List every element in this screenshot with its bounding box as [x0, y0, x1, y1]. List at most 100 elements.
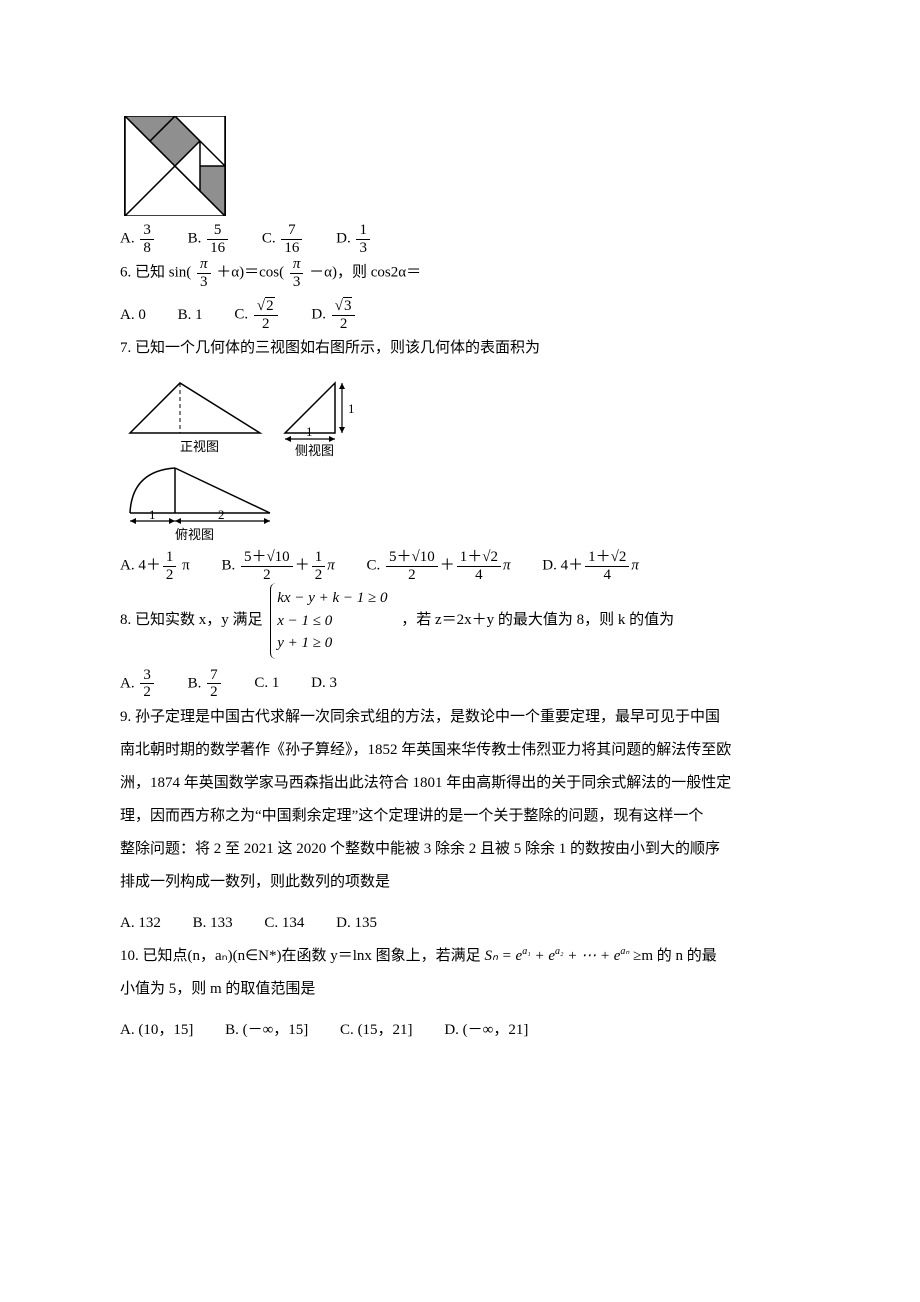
q6-opt-c: C. 22 — [234, 298, 279, 332]
opt-label: C. — [262, 230, 276, 246]
q9-stem: 9. 孙子定理是中国古代求解一次同余式组的方法，是数论中一个重要定理，最早可见于… — [120, 701, 800, 899]
opt-label: C. — [254, 675, 268, 691]
fraction: 22 — [254, 298, 278, 332]
top-label: 俯视图 — [175, 527, 214, 542]
dim-label: 1 — [149, 507, 156, 522]
text-line: 排成一列构成一数列，则此数列的项数是 — [120, 866, 800, 899]
text: ，若 z＝2x＋y 的最大值为 8，则 k 的值为 — [401, 612, 674, 628]
q7-views: 正视图 1 1 侧视图 1 — [120, 373, 800, 543]
q5-options: A. 38 B. 516 C. 716 D. 13 — [120, 222, 800, 256]
opt-val: 3 — [329, 675, 337, 691]
q9-opt-d: D. 135 — [336, 907, 377, 940]
q10-opt-d: D. (－∞，21] — [444, 1014, 528, 1047]
q10-stem: 10. 已知点(n，aₙ)(n∈N*)在函数 y＝lnx 图象上，若满足 Sₙ … — [120, 940, 800, 1006]
text: 4＋ — [561, 557, 584, 573]
fraction: 716 — [281, 222, 302, 256]
constraint: x − 1 ≤ 0 — [277, 610, 387, 633]
opt-val: (－∞，21] — [463, 1022, 529, 1038]
dim-label: 2 — [218, 507, 225, 522]
fraction: 5＋√102 — [241, 549, 293, 583]
q7-opt-d: D. 4＋1＋√24π — [542, 549, 639, 583]
opt-label: A. — [120, 1022, 135, 1038]
fraction: 32 — [332, 298, 356, 332]
fraction: 1＋√24 — [585, 549, 629, 583]
fraction: 1＋√24 — [457, 549, 501, 583]
opt-label: D. — [444, 1022, 459, 1038]
opt-label: B. — [178, 307, 192, 323]
text-line: 理，因而西方称之为“中国剩余定理”这个定理讲的是一个关于整除的问题，现有这样一个 — [120, 800, 800, 833]
opt-label: B. — [225, 1022, 239, 1038]
opt-label: A. — [120, 230, 135, 246]
q10-opt-b: B. (－∞，15] — [225, 1014, 308, 1047]
q6-options: A. 0 B. 1 C. 22 D. 32 — [120, 298, 800, 332]
q10-options: A. (10，15] B. (－∞，15] C. (15，21] D. (－∞，… — [120, 1014, 800, 1047]
fraction: 516 — [207, 222, 228, 256]
fraction: 32 — [140, 667, 154, 701]
q6-opt-d: D. 32 — [311, 298, 357, 332]
fraction: π3 — [197, 256, 211, 290]
opt-label: C. — [340, 1022, 354, 1038]
q5-opt-c: C. 716 — [262, 222, 305, 256]
fraction: 5＋√102 — [386, 549, 438, 583]
opt-val: 1 — [195, 307, 203, 323]
q6-opt-a: A. 0 — [120, 299, 146, 332]
q7-opt-c: C. 5＋√102＋1＋√24π — [366, 549, 510, 583]
formula: Sₙ = ea₁ + ea₂ + ⋯ + eaₙ — [484, 948, 629, 964]
opt-label: A. — [120, 557, 135, 573]
q8-stem: 8. 已知实数 x，y 满足 kx − y + k − 1 ≥ 0 x − 1 … — [120, 583, 800, 659]
sqrt: 2 — [257, 298, 275, 315]
q6-stem: 6. 已知 sin( π3 ＋α)＝cos( π3 －α)，则 cos2α＝ — [120, 256, 800, 290]
q5-opt-b: B. 516 — [188, 222, 231, 256]
opt-label: D. — [311, 306, 326, 322]
opt-val: (15，21] — [358, 1022, 413, 1038]
opt-label: D. — [336, 915, 351, 931]
q9-opt-c: C. 134 — [264, 907, 304, 940]
constraint: y + 1 ≥ 0 — [277, 632, 387, 655]
opt-label: B. — [188, 230, 202, 246]
q10-opt-a: A. (10，15] — [120, 1014, 193, 1047]
fraction: 72 — [207, 667, 221, 701]
opt-val: (－∞，15] — [243, 1022, 309, 1038]
text: π — [503, 557, 511, 573]
opt-label: A. — [120, 307, 135, 323]
text: π — [327, 557, 335, 573]
q5-opt-d: D. 13 — [336, 222, 372, 256]
text: ＋α)＝cos( — [216, 264, 284, 280]
q10-opt-c: C. (15，21] — [340, 1014, 413, 1047]
side-label: 侧视图 — [295, 443, 334, 458]
q7-stem: 7. 已知一个几何体的三视图如右图所示，则该几何体的表面积为 — [120, 332, 800, 365]
q7-opt-b: B. 5＋√102＋12π — [221, 549, 334, 583]
q8-opt-c: C. 1 — [254, 667, 279, 700]
opt-label: C. — [264, 915, 278, 931]
opt-label: B. — [193, 915, 207, 931]
fraction: 38 — [140, 222, 154, 256]
q8-opt-a: A. 32 — [120, 667, 156, 701]
text: π — [631, 557, 639, 573]
dim-label: 1 — [306, 424, 313, 439]
text: 8. 已知实数 x，y 满足 — [120, 612, 263, 628]
opt-label: A. — [120, 675, 135, 691]
text: ＋ — [295, 557, 310, 573]
q5-opt-a: A. 38 — [120, 222, 156, 256]
opt-label: C. — [234, 306, 248, 322]
opt-val: 0 — [138, 307, 146, 323]
opt-label: B. — [188, 675, 202, 691]
sqrt: 3 — [335, 298, 353, 315]
q8-opt-d: D. 3 — [311, 667, 337, 700]
fraction: π3 — [290, 256, 304, 290]
opt-val: 1 — [272, 675, 280, 691]
text: 10. 已知点(n，aₙ)(n∈N*)在函数 y＝lnx 图象上，若满足 — [120, 948, 484, 964]
q8-opt-b: B. 72 — [188, 667, 223, 701]
constraint-brace: kx − y + k − 1 ≥ 0 x − 1 ≤ 0 y + 1 ≥ 0 — [270, 583, 393, 659]
opt-label: C. — [366, 557, 380, 573]
q7-opt-a: A. 4＋12 π — [120, 549, 190, 583]
opt-label: D. — [311, 675, 326, 691]
text-line: 9. 孙子定理是中国古代求解一次同余式组的方法，是数论中一个重要定理，最早可见于… — [120, 701, 800, 734]
q8-options: A. 32 B. 72 C. 1 D. 3 — [120, 667, 800, 701]
opt-val: 134 — [282, 915, 305, 931]
text: －α)，则 cos2α＝ — [309, 264, 421, 280]
constraint: kx − y + k − 1 ≥ 0 — [277, 587, 387, 610]
q9-opt-a: A. 132 — [120, 907, 161, 940]
text-line: 整除问题：将 2 至 2021 这 2020 个整数中能被 3 除余 2 且被 … — [120, 833, 800, 866]
opt-label: D. — [336, 230, 351, 246]
